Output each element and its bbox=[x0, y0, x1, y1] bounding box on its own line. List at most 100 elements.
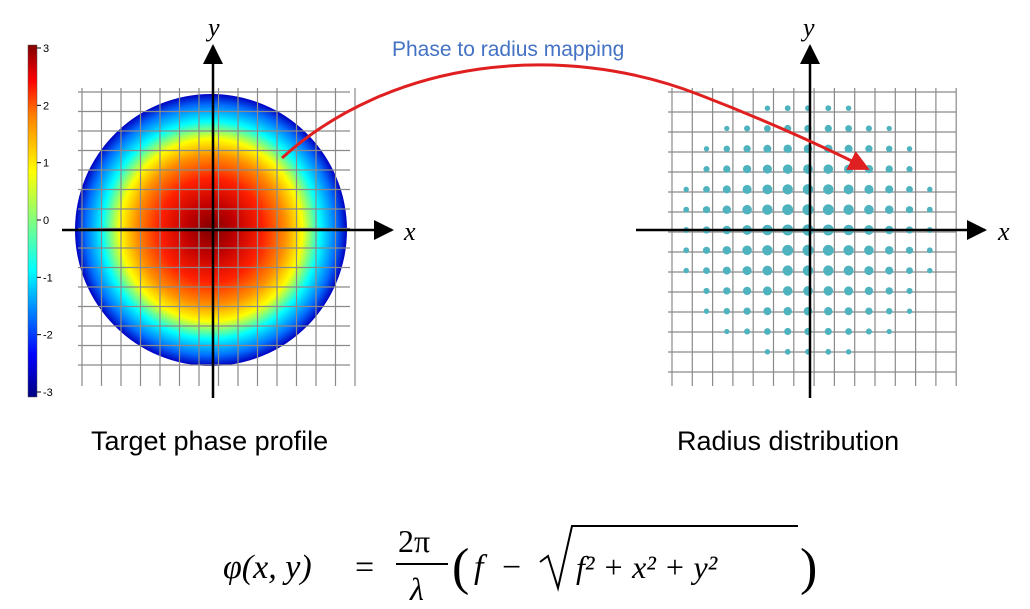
left-grid bbox=[78, 88, 356, 386]
radius-dot bbox=[782, 286, 793, 296]
left-paren: ( bbox=[452, 539, 469, 596]
radius-dot bbox=[864, 184, 874, 194]
radius-dot bbox=[683, 186, 689, 193]
radius-dot bbox=[864, 204, 874, 215]
colorbar-ticks: 3 2 1 0 -1 -2 -3 bbox=[37, 43, 53, 399]
radius-dot bbox=[822, 244, 834, 256]
radius-dot bbox=[906, 287, 913, 294]
radius-dot bbox=[702, 206, 711, 214]
radius-dot bbox=[744, 125, 751, 132]
radius-dot bbox=[762, 245, 773, 256]
sqrt-sign bbox=[539, 525, 798, 592]
radius-dot bbox=[743, 307, 751, 315]
radius-dot bbox=[723, 165, 731, 173]
radius-dot bbox=[844, 286, 854, 296]
phase-formula: φ(x, y) = 2π λ ( f − f² + x² + y² ) bbox=[223, 523, 817, 607]
radius-dot bbox=[865, 125, 872, 132]
radius-dot bbox=[885, 307, 893, 315]
radius-dot bbox=[885, 145, 893, 153]
radius-dot bbox=[724, 125, 730, 132]
radius-dot bbox=[864, 266, 874, 276]
radius-dot bbox=[742, 286, 752, 296]
radius-dot bbox=[742, 266, 752, 276]
radius-dot bbox=[824, 306, 833, 316]
formula-lhs: φ(x, y) bbox=[223, 549, 312, 586]
radius-dot bbox=[703, 287, 710, 294]
radius-dot bbox=[782, 244, 794, 256]
radius-dot bbox=[843, 184, 854, 195]
colorbar-tick-label: -2 bbox=[43, 330, 53, 342]
radius-dot bbox=[824, 327, 832, 336]
radius-dot bbox=[803, 286, 813, 296]
radius-dot bbox=[844, 144, 853, 153]
radius-dot bbox=[843, 245, 854, 256]
radius-dot bbox=[742, 245, 752, 256]
radius-dot bbox=[885, 165, 893, 173]
radius-dot bbox=[802, 184, 814, 195]
radius-dot bbox=[825, 105, 832, 112]
radius-dot bbox=[764, 349, 771, 355]
radius-dot bbox=[823, 184, 834, 195]
radius-dot bbox=[845, 105, 852, 111]
left-y-label: y bbox=[205, 13, 220, 42]
radius-dot bbox=[843, 265, 854, 276]
radius-dot bbox=[703, 146, 710, 152]
radius-dot bbox=[722, 246, 732, 255]
radius-dot bbox=[906, 166, 913, 173]
radius-dot bbox=[763, 144, 772, 153]
radius-dot bbox=[823, 265, 834, 276]
colorbar-tick-label: -1 bbox=[43, 272, 53, 284]
radius-dot bbox=[927, 186, 933, 193]
radius-dot bbox=[927, 267, 933, 274]
radius-dot bbox=[683, 267, 689, 274]
radius-dot bbox=[764, 328, 771, 335]
right-y-label: y bbox=[800, 13, 815, 42]
radius-dot bbox=[744, 328, 751, 335]
right-paren: ) bbox=[800, 539, 817, 596]
colorbar-gradient bbox=[27, 44, 38, 398]
radius-dot bbox=[703, 186, 710, 193]
colorbar-tick-label: 3 bbox=[43, 43, 49, 55]
radius-dot bbox=[683, 247, 690, 254]
radius-dot bbox=[703, 267, 710, 274]
radius-dot bbox=[823, 164, 834, 174]
formula-denominator: λ bbox=[409, 571, 424, 607]
radius-dot bbox=[723, 145, 731, 153]
colorbar-tick-label: 1 bbox=[43, 158, 49, 170]
mapping-arrow bbox=[280, 63, 870, 170]
radius-dot bbox=[845, 349, 852, 355]
phase-radius-diagram: 3 2 1 0 -1 -2 -3 x y x y bbox=[27, 13, 1010, 399]
colorbar: 3 2 1 0 -1 -2 -3 bbox=[27, 43, 53, 399]
radius-dot bbox=[865, 145, 873, 153]
radius-dot bbox=[703, 166, 710, 173]
formula-minus: − bbox=[502, 549, 521, 586]
radius-dot bbox=[865, 307, 873, 315]
radius-dot bbox=[864, 245, 874, 256]
radius-dot bbox=[742, 204, 752, 215]
radius-dot bbox=[906, 146, 913, 152]
radius-dot bbox=[723, 287, 731, 295]
colorbar-tick-label: 0 bbox=[43, 215, 49, 227]
radius-dot bbox=[763, 307, 772, 316]
radius-dot bbox=[762, 286, 772, 296]
radius-dot bbox=[824, 124, 832, 133]
radius-distribution-plot: x y bbox=[636, 13, 1010, 398]
formula-f: f bbox=[474, 549, 488, 586]
radius-dot bbox=[742, 164, 752, 174]
radius-dot bbox=[764, 105, 771, 111]
radius-dot bbox=[803, 164, 813, 174]
radius-dot bbox=[683, 206, 690, 213]
radius-dot bbox=[723, 307, 731, 315]
radius-dot bbox=[762, 265, 773, 276]
radius-dot bbox=[886, 328, 892, 335]
right-caption: Radius distribution bbox=[677, 426, 900, 456]
radius-dot bbox=[782, 204, 794, 216]
radius-dot bbox=[784, 327, 792, 336]
radius-dot bbox=[784, 105, 791, 112]
radius-dot bbox=[864, 164, 874, 174]
radius-dot bbox=[782, 164, 793, 174]
radius-dot bbox=[764, 125, 771, 132]
radius-dot bbox=[906, 308, 913, 314]
radius-dot bbox=[886, 125, 892, 132]
